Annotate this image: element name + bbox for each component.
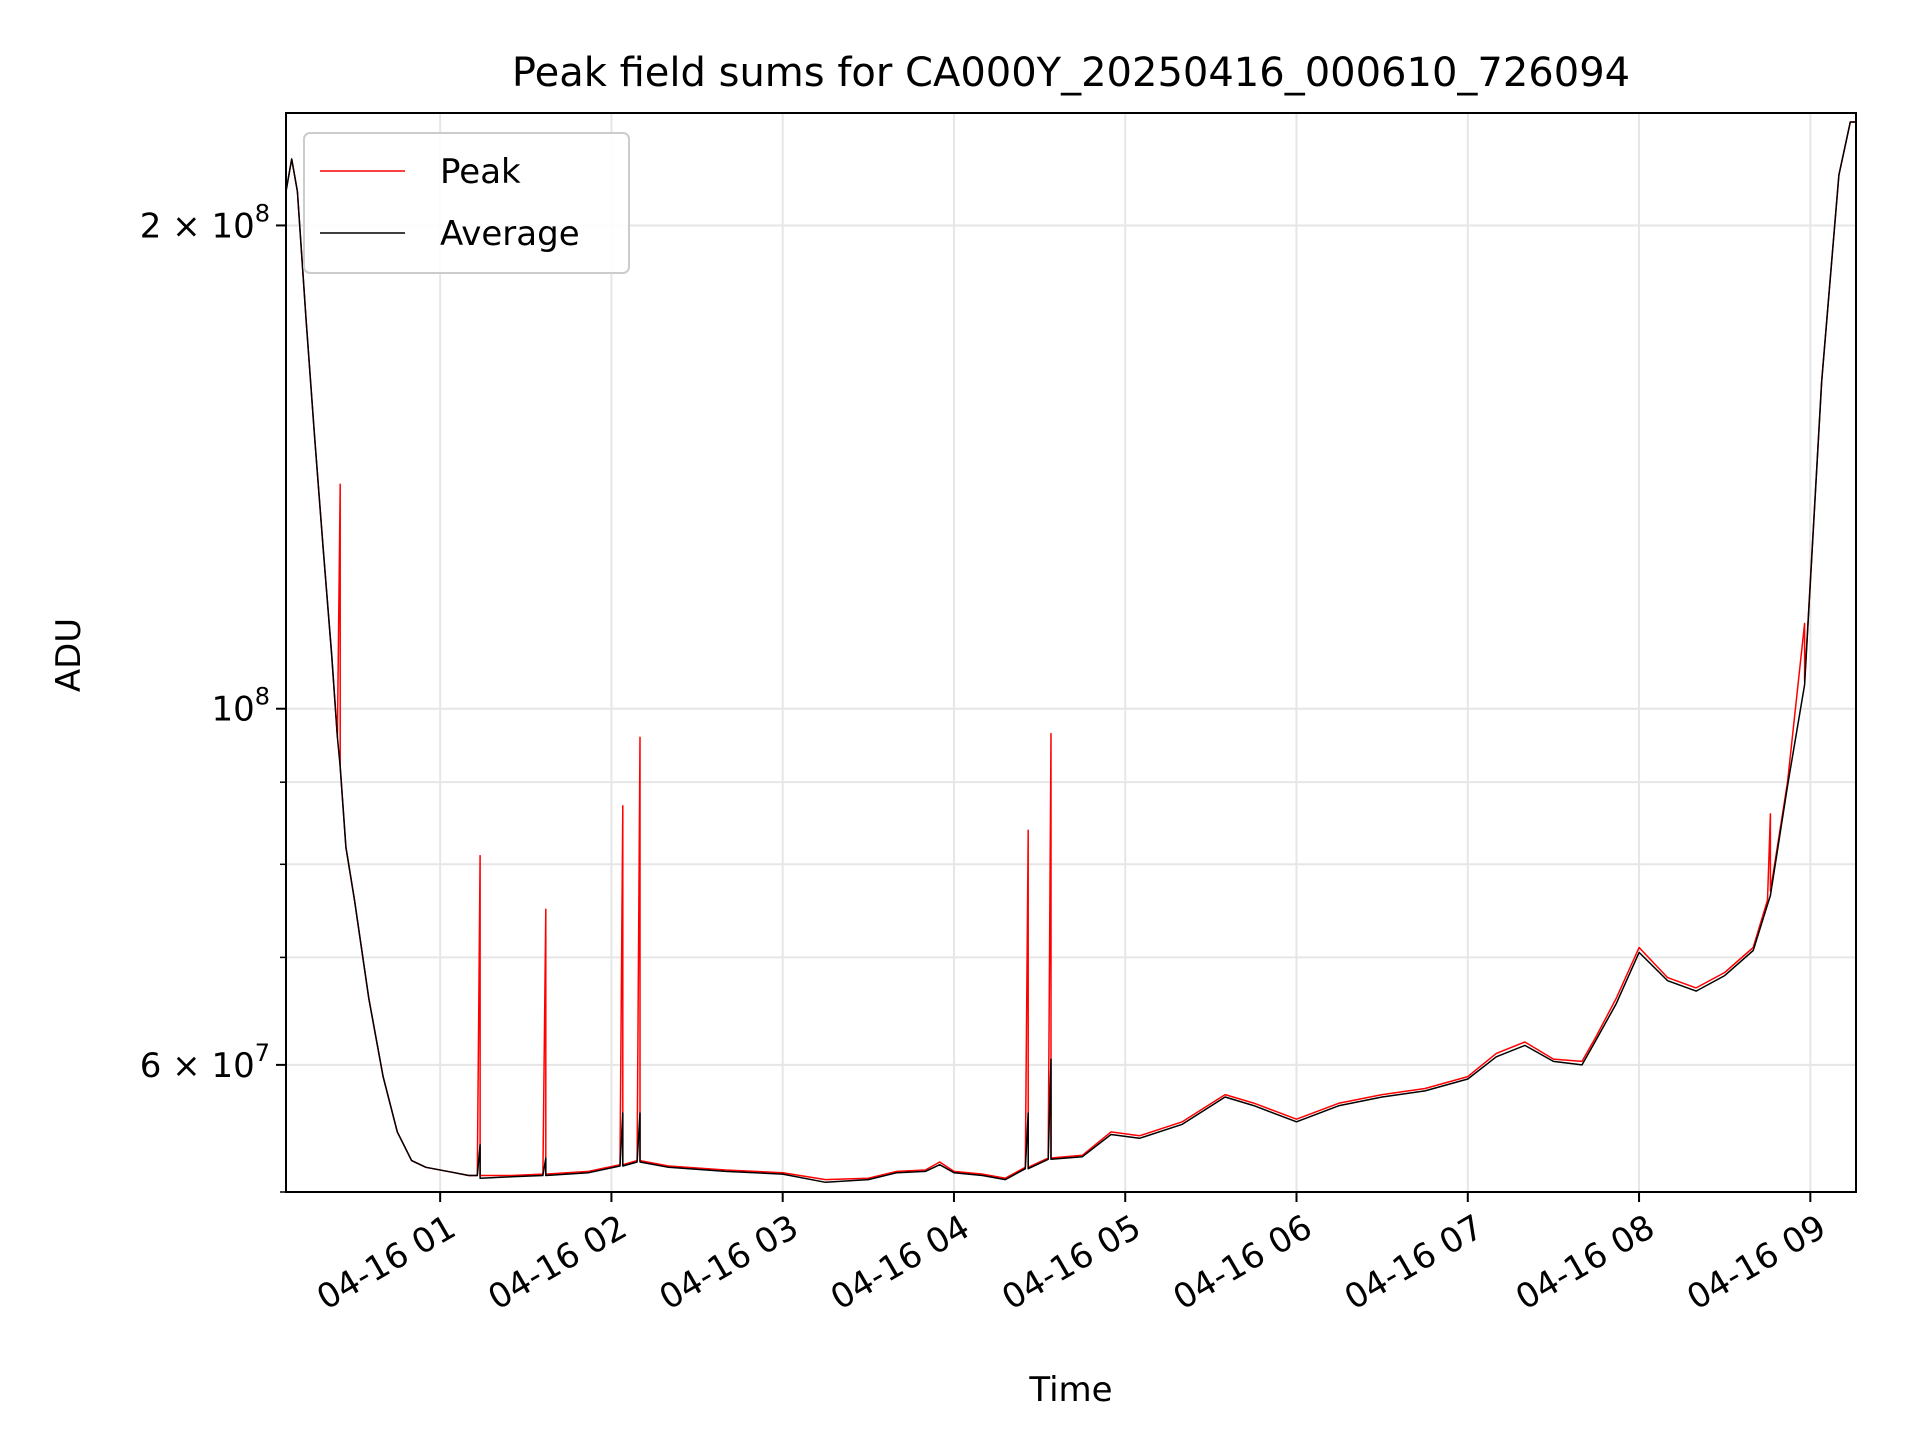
y-axis-label: ADU: [49, 618, 89, 692]
y-tick-label-base: 6 × 10: [140, 1046, 255, 1086]
legend-average-label: Average: [440, 214, 580, 254]
y-tick-label-exponent: 8: [255, 199, 270, 227]
y-tick-label: 2 × 108: [140, 199, 270, 246]
y-tick-label-exponent: 8: [255, 683, 270, 711]
chart-title: Peak field sums for CA000Y_20250416_0006…: [512, 50, 1630, 96]
y-tick-label-base: 10: [211, 690, 254, 730]
y-tick-label-base: 2 × 10: [140, 206, 255, 246]
y-tick-label: 6 × 107: [140, 1039, 270, 1086]
plot-frame: [285, 112, 1857, 1193]
legend: Peak Average: [303, 132, 630, 274]
series-layer: [285, 121, 1856, 1184]
legend-box: [303, 132, 630, 274]
y-tick-label-exponent: 7: [255, 1039, 270, 1067]
series-line-average: [285, 121, 1856, 1184]
legend-peak-label: Peak: [440, 152, 521, 192]
y-tick-label: 108: [211, 683, 270, 730]
x-axis-label: Time: [1028, 1370, 1112, 1410]
